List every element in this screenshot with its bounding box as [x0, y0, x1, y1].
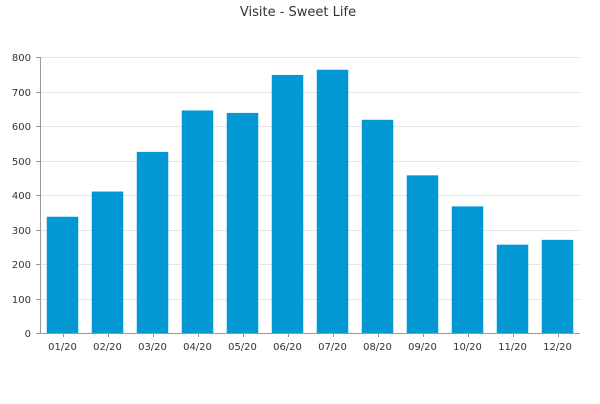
y-tick-label: 800 — [12, 53, 31, 64]
x-tick-label: 07/20 — [318, 342, 347, 353]
bar-01-20[interactable] — [46, 216, 79, 333]
x-axis-tick-labels: 01/20 02/20 03/20 04/20 05/20 06/20 07/20 08/20… — [48, 342, 572, 353]
bar-02-20[interactable] — [91, 191, 124, 333]
y-tick-label: 0 — [25, 329, 31, 340]
bar-08-20[interactable] — [361, 119, 394, 333]
y-tick-label: 200 — [12, 260, 31, 271]
x-tick-label: 06/20 — [273, 342, 302, 353]
x-tick-label: 12/20 — [543, 342, 572, 353]
bar-12-20[interactable] — [541, 239, 574, 333]
y-tick-label: 300 — [12, 226, 31, 237]
x-tick-label: 10/20 — [453, 342, 482, 353]
y-tick-label: 500 — [12, 157, 31, 168]
bar-07-20[interactable] — [316, 69, 349, 333]
chart-title: Visite - Sweet Life — [240, 5, 356, 20]
bars — [46, 69, 574, 334]
x-tick-label: 11/20 — [498, 342, 527, 353]
axes — [36, 57, 580, 337]
x-tick-label: 05/20 — [228, 342, 257, 353]
x-tick-label: 02/20 — [93, 342, 122, 353]
y-axis-tick-labels: 0 100 200 300 400 500 600 700 800 — [12, 53, 31, 340]
y-tick-label: 700 — [12, 88, 31, 99]
x-tick-label: 09/20 — [408, 342, 437, 353]
bar-06-20[interactable] — [271, 74, 304, 333]
bar-03-20[interactable] — [136, 151, 169, 334]
bar-05-20[interactable] — [226, 112, 259, 333]
x-tick-label: 08/20 — [363, 342, 392, 353]
bar-04-20[interactable] — [181, 110, 214, 333]
y-tick-label: 100 — [12, 295, 31, 306]
bar-09-20[interactable] — [406, 175, 439, 333]
x-tick-label: 01/20 — [48, 342, 77, 353]
x-tick-label: 03/20 — [138, 342, 167, 353]
y-tick-label: 400 — [12, 191, 31, 202]
grid-lines — [40, 57, 580, 300]
bar-10-20[interactable] — [451, 206, 484, 333]
y-tick-label: 600 — [12, 122, 31, 133]
bar-11-20[interactable] — [496, 244, 529, 333]
x-tick-label: 04/20 — [183, 342, 212, 353]
